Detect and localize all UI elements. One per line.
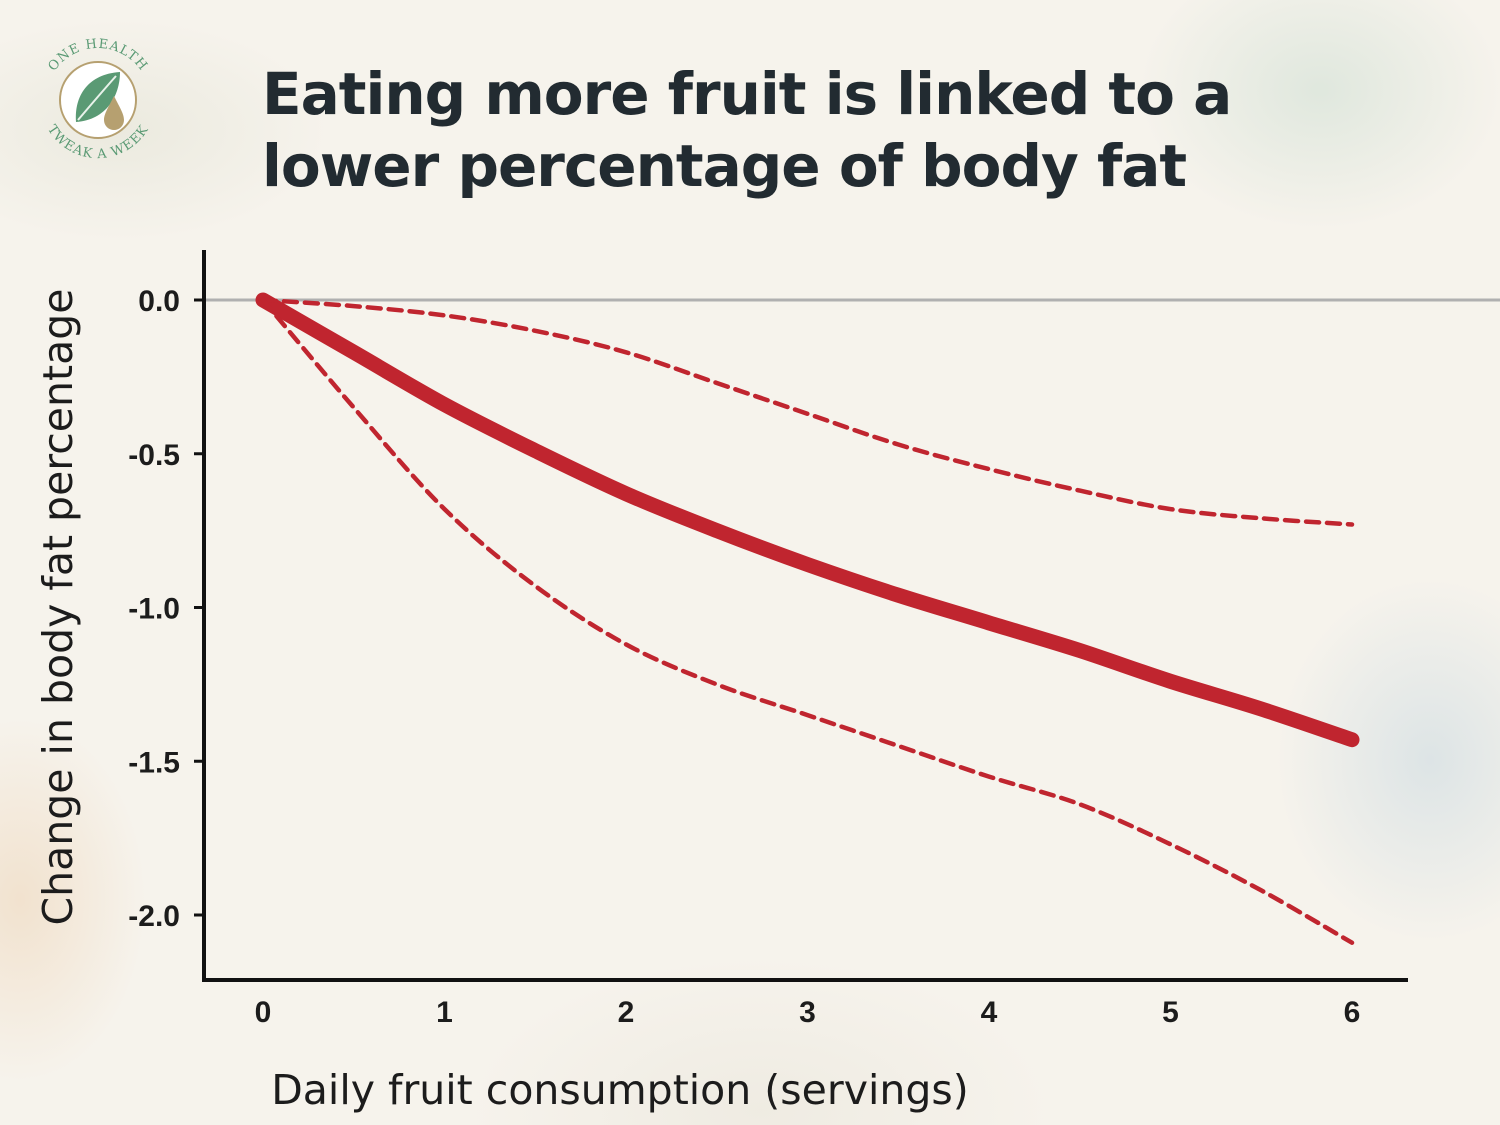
y-tick-label: -1.0 bbox=[128, 593, 180, 626]
x-tick-label: 4 bbox=[981, 996, 998, 1029]
x-axis-label: Daily fruit consumption (servings) bbox=[271, 1066, 969, 1114]
x-tick-label: 0 bbox=[255, 996, 272, 1029]
chart-title-line-1: Eating more fruit is linked to a bbox=[262, 60, 1232, 128]
x-tick-label: 1 bbox=[436, 996, 453, 1029]
y-tick-label: -2.0 bbox=[128, 900, 180, 933]
x-ticks: 0 1 2 3 4 5 6 bbox=[255, 996, 1361, 1029]
chart-title: Eating more fruit is linked to a lower p… bbox=[262, 58, 1362, 202]
lower-bound-line bbox=[260, 297, 1355, 945]
x-tick-label: 6 bbox=[1344, 996, 1361, 1029]
x-tick-label: 3 bbox=[799, 996, 816, 1029]
y-tick-label: -0.5 bbox=[128, 439, 180, 472]
x-tick-label: 2 bbox=[618, 996, 635, 1029]
series-layer bbox=[255, 292, 1360, 945]
upper-bound-line bbox=[260, 297, 1355, 527]
y-tick-label: -1.5 bbox=[128, 746, 180, 779]
leaf-vein bbox=[77, 75, 117, 121]
y-axis-label: Change in body fat percentage bbox=[34, 289, 82, 926]
chart-title-line-2: lower percentage of body fat bbox=[262, 132, 1187, 200]
one-health-logo: ONE HEALTH TWEAK A WEEK bbox=[44, 37, 151, 163]
y-ticks: 0.0 -0.5 -1.0 -1.5 -2.0 bbox=[128, 285, 206, 933]
drop-icon bbox=[104, 96, 124, 130]
x-tick-label: 5 bbox=[1162, 996, 1179, 1029]
estimate-line bbox=[255, 292, 1360, 748]
y-tick-label: 0.0 bbox=[138, 285, 180, 318]
